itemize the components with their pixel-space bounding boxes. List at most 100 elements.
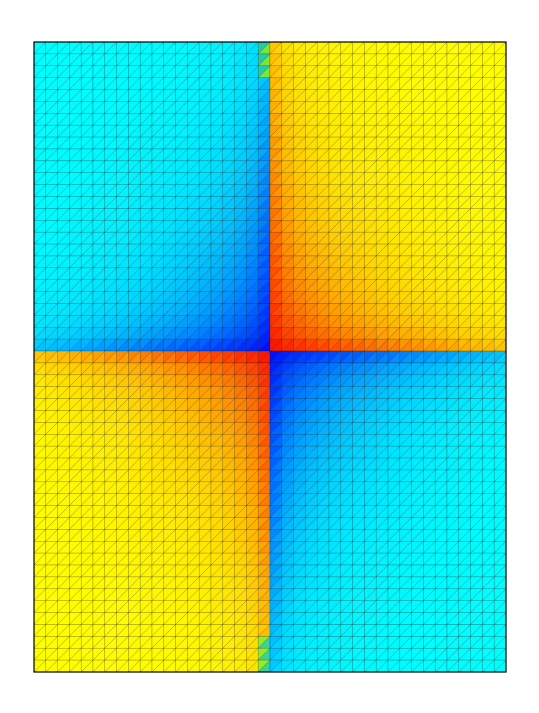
mesh-element — [482, 125, 495, 138]
mesh-element — [423, 386, 436, 400]
mesh-element — [92, 398, 106, 411]
mesh-element — [423, 89, 436, 102]
mesh-element — [387, 469, 401, 483]
mesh-element — [269, 148, 283, 162]
mesh-element — [352, 469, 365, 483]
mesh-element — [187, 422, 200, 435]
mesh-element — [104, 624, 118, 637]
mesh-element — [293, 65, 306, 79]
mesh-element — [305, 481, 318, 495]
mesh-element — [423, 422, 436, 435]
mesh-element — [128, 184, 141, 198]
mesh-element — [423, 65, 436, 79]
mesh-element — [328, 505, 342, 518]
mesh-element — [364, 243, 377, 257]
mesh-element — [80, 469, 94, 483]
mesh-element — [151, 350, 165, 364]
mesh-element — [128, 350, 141, 364]
mesh-element — [210, 89, 224, 102]
mesh-element — [494, 125, 507, 138]
mesh-element — [234, 220, 247, 233]
mesh-element — [45, 77, 59, 91]
mesh-element — [423, 457, 436, 471]
mesh-element — [376, 338, 389, 352]
mesh-element — [328, 125, 342, 138]
mesh-element — [411, 255, 424, 269]
mesh-element — [269, 564, 283, 578]
mesh-element — [305, 457, 318, 471]
mesh-element — [151, 148, 165, 162]
mesh-element — [305, 517, 318, 530]
mesh-element — [328, 148, 342, 162]
mesh-element — [175, 65, 188, 79]
mesh-element — [387, 220, 401, 233]
mesh-element — [482, 279, 495, 293]
mesh-element — [187, 291, 200, 304]
mesh-element — [423, 564, 436, 578]
mesh-element — [258, 184, 271, 198]
mesh-element — [187, 552, 200, 566]
mesh-element — [210, 552, 224, 566]
mesh-element — [482, 172, 495, 186]
mesh-element — [104, 291, 118, 304]
mesh-element — [423, 148, 436, 162]
mesh-element — [482, 434, 495, 447]
mesh-element — [376, 505, 389, 518]
mesh-element — [45, 612, 59, 625]
mesh-element — [317, 338, 330, 352]
mesh-element — [45, 279, 59, 293]
mesh-element — [45, 53, 59, 67]
mesh-element — [446, 338, 460, 352]
mesh-element — [305, 434, 318, 447]
mesh-element — [494, 255, 507, 269]
mesh-element — [151, 600, 165, 614]
mesh-element — [187, 481, 200, 495]
mesh-element — [305, 588, 318, 602]
mesh-element — [45, 624, 59, 637]
mesh-element — [210, 255, 224, 269]
mesh-element — [210, 184, 224, 198]
mesh-element — [45, 101, 59, 114]
mesh-element — [423, 208, 436, 221]
mesh-element — [80, 184, 94, 198]
mesh-element — [340, 564, 354, 578]
mesh-element — [364, 457, 377, 471]
mesh-element — [128, 517, 141, 530]
mesh-element — [305, 267, 318, 281]
mesh-element — [128, 338, 141, 352]
mesh-element — [128, 529, 141, 542]
mesh-element — [305, 196, 318, 209]
mesh-element — [446, 148, 460, 162]
mesh-element — [210, 148, 224, 162]
mesh-element — [187, 53, 200, 67]
mesh-element — [423, 600, 436, 614]
mesh-element — [151, 552, 165, 566]
mesh-element — [446, 255, 460, 269]
mesh-element — [151, 220, 165, 233]
mesh-element — [128, 89, 141, 102]
mesh-element — [423, 350, 436, 364]
mesh-element — [210, 53, 224, 67]
mesh-element — [482, 65, 495, 79]
mesh-element — [57, 469, 70, 483]
mesh-element — [269, 469, 283, 483]
mesh-element — [104, 600, 118, 614]
mesh-element — [387, 267, 401, 281]
mesh-element — [411, 184, 424, 198]
mesh-element — [80, 267, 94, 281]
mesh-element — [92, 125, 106, 138]
mesh-element — [151, 243, 165, 257]
mesh-element — [435, 469, 448, 483]
mesh-element — [423, 327, 436, 340]
mesh-element — [482, 350, 495, 364]
mesh-element — [364, 220, 377, 233]
mesh-element — [45, 564, 59, 578]
mesh-element — [151, 576, 165, 590]
mesh-element — [187, 160, 200, 174]
mesh-element — [128, 315, 141, 328]
mesh-element — [210, 374, 224, 388]
mesh-element — [163, 267, 177, 281]
mesh-element — [482, 552, 495, 566]
mesh-element — [128, 125, 141, 138]
mesh-element — [45, 552, 59, 566]
